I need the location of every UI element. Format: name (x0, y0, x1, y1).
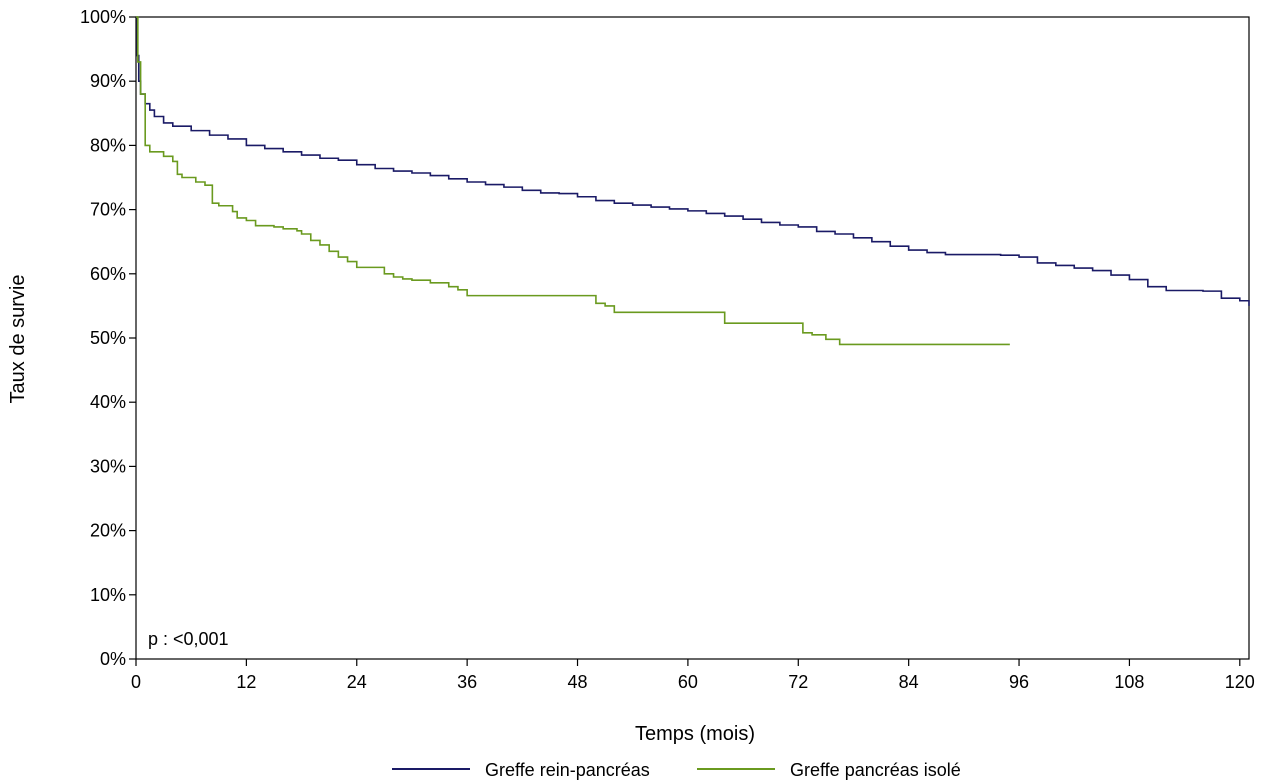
x-tick-label: 0 (131, 672, 141, 692)
y-tick-label: 60% (90, 264, 126, 284)
y-axis-title: Taux de survie (7, 275, 29, 404)
y-tick-label: 50% (90, 328, 126, 348)
y-tick-label: 20% (90, 521, 126, 541)
x-tick-label: 108 (1114, 672, 1144, 692)
x-tick-label: 84 (899, 672, 919, 692)
x-tick-label: 12 (236, 672, 256, 692)
x-tick-label: 60 (678, 672, 698, 692)
x-tick-label: 24 (347, 672, 367, 692)
plot-frame (135, 16, 1250, 660)
p-value-annotation: p : <0,001 (148, 629, 229, 649)
y-tick-label: 10% (90, 585, 126, 605)
y-tick-label: 70% (90, 200, 126, 220)
y-axis-ticks: 0% 10% 20% 30% 40% 50% 60% 70% 80% 90% 100% (80, 7, 136, 669)
y-tick-label: 30% (90, 456, 126, 476)
axes (135, 16, 1250, 660)
y-tick-label: 100% (80, 7, 126, 27)
x-axis-ticks: 0 12 24 36 48 60 72 84 96 108 120 (131, 659, 1255, 692)
x-axis-title: Temps (mois) (635, 723, 755, 745)
legend: Greffe rein-pancréas Greffe pancréas iso… (392, 760, 961, 780)
x-tick-label: 120 (1225, 672, 1255, 692)
x-tick-label: 48 (568, 672, 588, 692)
y-tick-label: 0% (100, 649, 126, 669)
x-tick-label: 36 (457, 672, 477, 692)
series-line-rein-pancreas (136, 16, 1250, 306)
series-layer (136, 16, 1250, 346)
legend-label-rein-pancreas: Greffe rein-pancréas (485, 760, 650, 780)
y-tick-label: 40% (90, 392, 126, 412)
x-tick-label: 72 (788, 672, 808, 692)
x-tick-label: 96 (1009, 672, 1029, 692)
series-line-pancreas-isole (136, 16, 1010, 346)
legend-label-pancreas-isole: Greffe pancréas isolé (790, 760, 961, 780)
y-tick-label: 90% (90, 71, 126, 91)
y-tick-label: 80% (90, 135, 126, 155)
